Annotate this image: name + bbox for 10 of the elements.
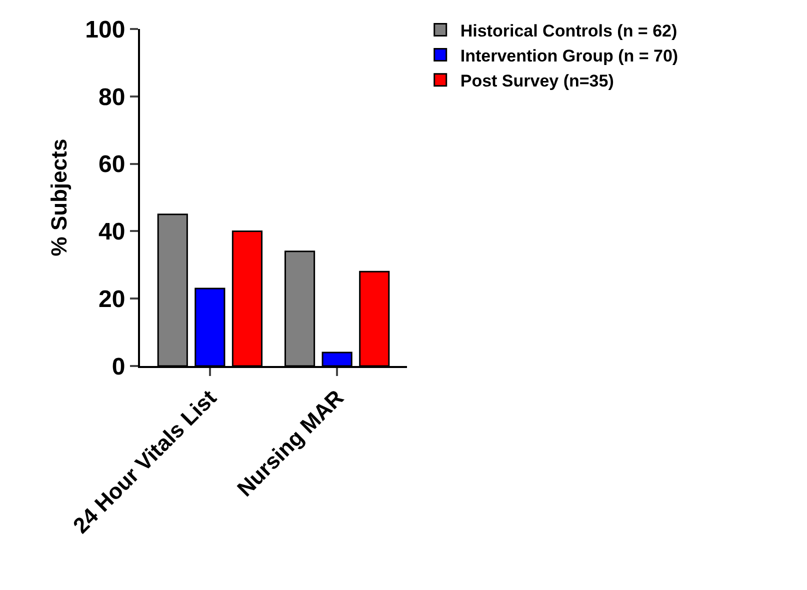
legend-label: Historical Controls (n = 62) bbox=[460, 21, 678, 40]
legend-label: Post Survey (n=35) bbox=[460, 72, 614, 91]
y-tick-label: 20 bbox=[98, 286, 126, 313]
y-tick-label: 0 bbox=[112, 353, 126, 380]
y-tick-label: 80 bbox=[98, 84, 126, 111]
y-tick-label: 40 bbox=[98, 218, 126, 246]
legend-label: Intervention Group (n = 70) bbox=[460, 46, 678, 66]
y-axis-title: % Subjects bbox=[46, 138, 72, 256]
y-tick-label: 60 bbox=[98, 151, 126, 178]
y-tick-label: 100 bbox=[85, 16, 126, 44]
